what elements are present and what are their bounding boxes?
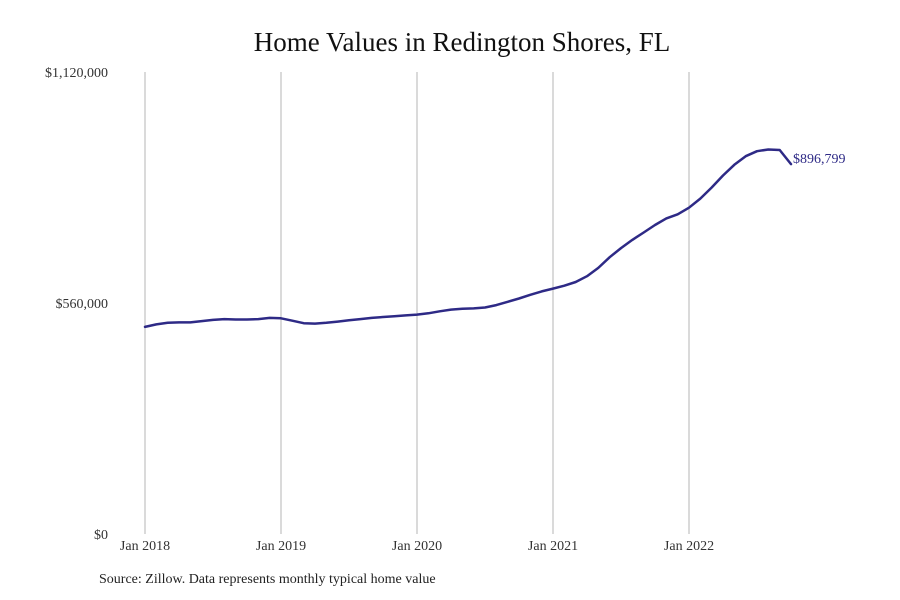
x-tick-label: Jan 2018	[120, 539, 170, 554]
end-value-label: $896,799	[793, 152, 846, 167]
grid-lines	[144, 72, 690, 534]
x-tick-label: Jan 2020	[392, 539, 442, 554]
x-axis-ticks: Jan 2018 Jan 2019 Jan 2020 Jan 2021 Jan 2022	[120, 539, 714, 554]
y-tick-label: $0	[94, 528, 108, 543]
y-tick-label: $560,000	[56, 297, 109, 312]
source-note: Source: Zillow. Data represents monthly …	[99, 572, 436, 587]
y-axis-ticks: $0 $560,000 $1,120,000	[45, 66, 108, 543]
y-tick-label: $1,120,000	[45, 66, 108, 81]
x-tick-label: Jan 2021	[528, 539, 578, 554]
x-tick-label: Jan 2019	[256, 539, 306, 554]
x-tick-label: Jan 2022	[664, 539, 714, 554]
series-line	[143, 148, 793, 329]
chart-title: Home Values in Redington Shores, FL	[254, 27, 670, 57]
